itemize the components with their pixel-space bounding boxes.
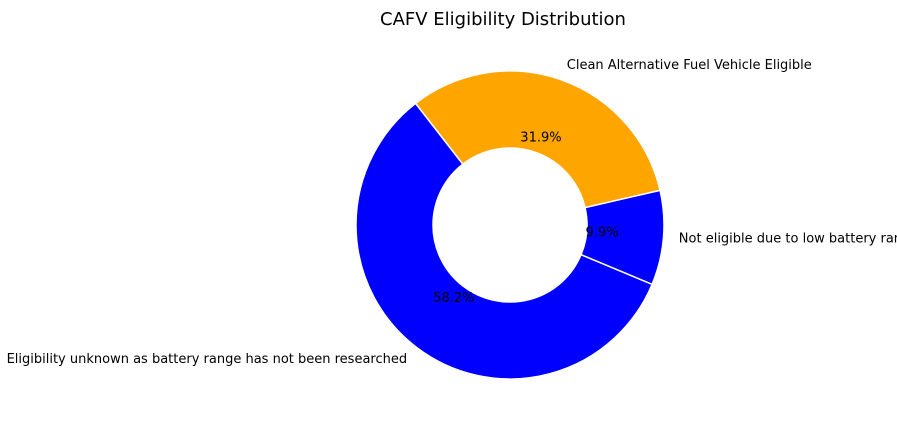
slice-label-clean-alternative-fuel-vehicle-eligible: Clean Alternative Fuel Vehicle Eligible [567, 58, 812, 73]
slice-pct-eligibility-unknown-as-battery-range-has-not-been-researched: 58.2% [433, 291, 474, 306]
slices-group [355, 70, 665, 380]
slice-clean-alternative-fuel-vehicle-eligible [414, 70, 661, 209]
slice-label-eligibility-unknown-as-battery-range-has-not-been-researched: Eligibility unknown as battery range has… [7, 352, 408, 367]
slice-pct-not-eligible-due-to-low-battery-range: 9.9% [586, 225, 619, 240]
slice-eligibility-unknown-as-battery-range-has-not-been-researched [355, 102, 654, 380]
slice-label-not-eligible-due-to-low-battery-range: Not eligible due to low battery range [679, 232, 897, 247]
labels-group: Clean Alternative Fuel Vehicle Eligible 3… [7, 58, 897, 367]
slice-not-eligible-due-to-low-battery-range [580, 189, 665, 286]
chart-title: CAFV Eligibility Distribution [380, 9, 626, 30]
slice-pct-clean-alternative-fuel-vehicle-eligible: 31.9% [520, 130, 561, 145]
